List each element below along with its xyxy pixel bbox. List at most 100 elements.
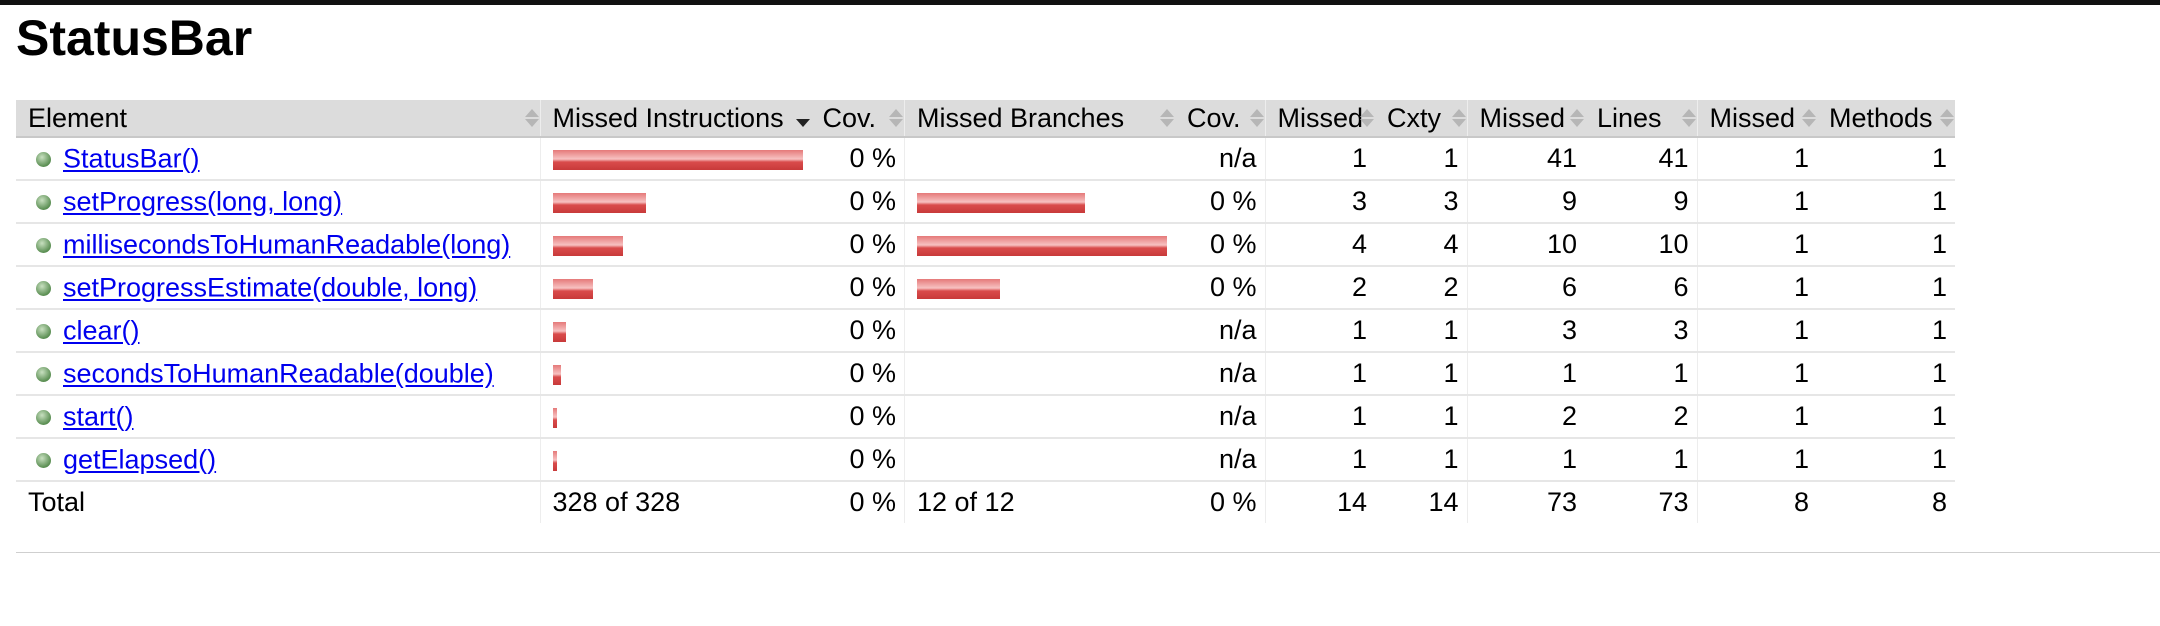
cxty-cell: 1 <box>1375 395 1467 439</box>
methods-cell: 1 <box>1817 137 1955 181</box>
element-cell: millisecondsToHumanReadable(long) <box>16 223 540 267</box>
lines-cell: 3 <box>1585 309 1697 353</box>
cxty-cell: 1 <box>1375 137 1467 181</box>
cxty-cell: 2 <box>1375 266 1467 310</box>
missed-cxty-cell: 1 <box>1264 309 1375 353</box>
missed-instructions-bar-cell <box>539 223 811 267</box>
missed-instructions-bar <box>552 192 646 213</box>
col-lines[interactable]: Lines <box>1585 100 1697 138</box>
branch-cov-cell: n/a <box>1175 438 1265 482</box>
methods-cell: 1 <box>1817 180 1955 224</box>
table-row: secondsToHumanReadable(double) 0 % n/a 1 1 1 1… <box>16 352 1955 396</box>
missed-instructions-bar-cell <box>539 266 811 310</box>
table-row: StatusBar() 0 % n/a 1 1 41 41 1 1 <box>16 137 1955 181</box>
method-link[interactable]: setProgress(long, long) <box>63 186 343 217</box>
cxty-cell: 3 <box>1375 180 1467 224</box>
missed-lines-cell: 41 <box>1466 137 1585 181</box>
element-cell: setProgress(long, long) <box>16 180 540 224</box>
method-link[interactable]: start() <box>63 401 134 432</box>
missed-instructions-bar-cell <box>539 137 811 181</box>
col-missed-methods[interactable]: Missed <box>1696 100 1817 138</box>
green-dot-icon <box>36 151 51 167</box>
green-dot-icon <box>36 366 51 382</box>
element-cell: start() <box>16 395 540 439</box>
instr-cov-cell: 0 % <box>810 438 905 482</box>
lines-cell: 1 <box>1585 438 1697 482</box>
instr-cov-cell: 0 % <box>810 309 905 353</box>
lines-cell: 2 <box>1585 395 1697 439</box>
total-cxty: 14 <box>1428 487 1459 517</box>
col-branch-cov[interactable]: Cov. <box>1175 100 1265 138</box>
col-methods[interactable]: Methods <box>1817 100 1955 138</box>
table-body: StatusBar() 0 % n/a 1 1 41 41 1 1 setProgress(lon… <box>16 137 1955 482</box>
lines-cell: 9 <box>1585 180 1697 224</box>
col-missed-cxty[interactable]: Missed <box>1264 100 1375 138</box>
page-title: StatusBar <box>16 10 253 66</box>
method-link[interactable]: secondsToHumanReadable(double) <box>63 358 494 389</box>
element-cell: StatusBar() <box>16 137 540 181</box>
missed-instructions-bar <box>552 278 593 299</box>
element-cell: clear() <box>16 309 540 353</box>
missed-lines-cell: 2 <box>1466 395 1585 439</box>
branch-cov-cell: n/a <box>1175 395 1265 439</box>
method-link[interactable]: setProgressEstimate(double, long) <box>63 272 478 303</box>
total-missed-lines: 73 <box>1466 481 1585 523</box>
branch-cov-cell: 0 % <box>1175 223 1265 267</box>
table-header-row: Element Missed Instructions Cov. Missed … <box>16 100 1955 138</box>
table-row: clear() 0 % n/a 1 1 3 3 1 1 <box>16 309 1955 353</box>
missed-instructions-bar <box>552 450 557 471</box>
green-dot-icon <box>36 280 51 296</box>
green-dot-icon <box>36 409 51 425</box>
branch-cov-cell: n/a <box>1175 309 1265 353</box>
missed-lines-cell: 1 <box>1466 438 1585 482</box>
missed-branches-bar <box>917 278 1000 299</box>
method-link[interactable]: StatusBar() <box>63 143 200 174</box>
methods-cell: 1 <box>1817 438 1955 482</box>
instr-cov-cell: 0 % <box>810 266 905 310</box>
missed-branches-bar-cell <box>904 438 1175 482</box>
method-link[interactable]: getElapsed() <box>63 444 217 475</box>
method-link[interactable]: millisecondsToHumanReadable(long) <box>63 229 511 260</box>
missed-instructions-bar-cell <box>539 180 811 224</box>
lines-cell: 1 <box>1585 352 1697 396</box>
col-missed-instructions[interactable]: Missed Instructions <box>539 100 811 138</box>
green-dot-icon <box>36 237 51 253</box>
total-methods: 8 <box>1931 487 1947 517</box>
col-cxty[interactable]: Cxty <box>1375 100 1467 138</box>
cxty-cell: 4 <box>1375 223 1467 267</box>
table-row: setProgress(long, long) 0 % 0 % 3 3 9 9 1 1 <box>16 180 1955 224</box>
total-missed-cxty: 14 <box>1264 481 1375 523</box>
col-element[interactable]: Element <box>16 100 540 138</box>
col-missed-lines[interactable]: Missed <box>1466 100 1585 138</box>
element-cell: setProgressEstimate(double, long) <box>16 266 540 310</box>
instr-cov-cell: 0 % <box>810 223 905 267</box>
missed-branches-bar-cell <box>904 223 1175 267</box>
top-border <box>0 0 2160 5</box>
lines-cell: 6 <box>1585 266 1697 310</box>
instr-cov-cell: 0 % <box>810 137 905 181</box>
missed-branches-bar-cell <box>904 309 1175 353</box>
missed-instructions-bar-cell <box>539 438 811 482</box>
missed-branches-bar-cell <box>904 180 1175 224</box>
element-cell: getElapsed() <box>16 438 540 482</box>
cxty-cell: 1 <box>1375 438 1467 482</box>
total-missed-methods: 8 <box>1696 481 1817 523</box>
table-row: setProgressEstimate(double, long) 0 % 0 % 2… <box>16 266 1955 310</box>
missed-instructions-bar-cell <box>539 395 811 439</box>
table-row: getElapsed() 0 % n/a 1 1 1 1 1 1 <box>16 438 1955 482</box>
methods-cell: 1 <box>1817 395 1955 439</box>
total-label: Total <box>28 487 86 517</box>
element-cell: secondsToHumanReadable(double) <box>16 352 540 396</box>
missed-cxty-cell: 3 <box>1264 180 1375 224</box>
col-instr-cov[interactable]: Cov. <box>810 100 905 138</box>
missed-lines-cell: 9 <box>1466 180 1585 224</box>
missed-instructions-bar <box>552 364 561 385</box>
method-link[interactable]: clear() <box>63 315 140 346</box>
total-instr: 328 of 328 <box>539 481 811 523</box>
cxty-cell: 1 <box>1375 352 1467 396</box>
missed-cxty-cell: 1 <box>1264 352 1375 396</box>
col-missed-branches[interactable]: Missed Branches <box>904 100 1175 138</box>
total-branch: 12 of 12 <box>904 481 1175 523</box>
missed-cxty-cell: 1 <box>1264 137 1375 181</box>
missed-instructions-bar <box>552 235 623 256</box>
